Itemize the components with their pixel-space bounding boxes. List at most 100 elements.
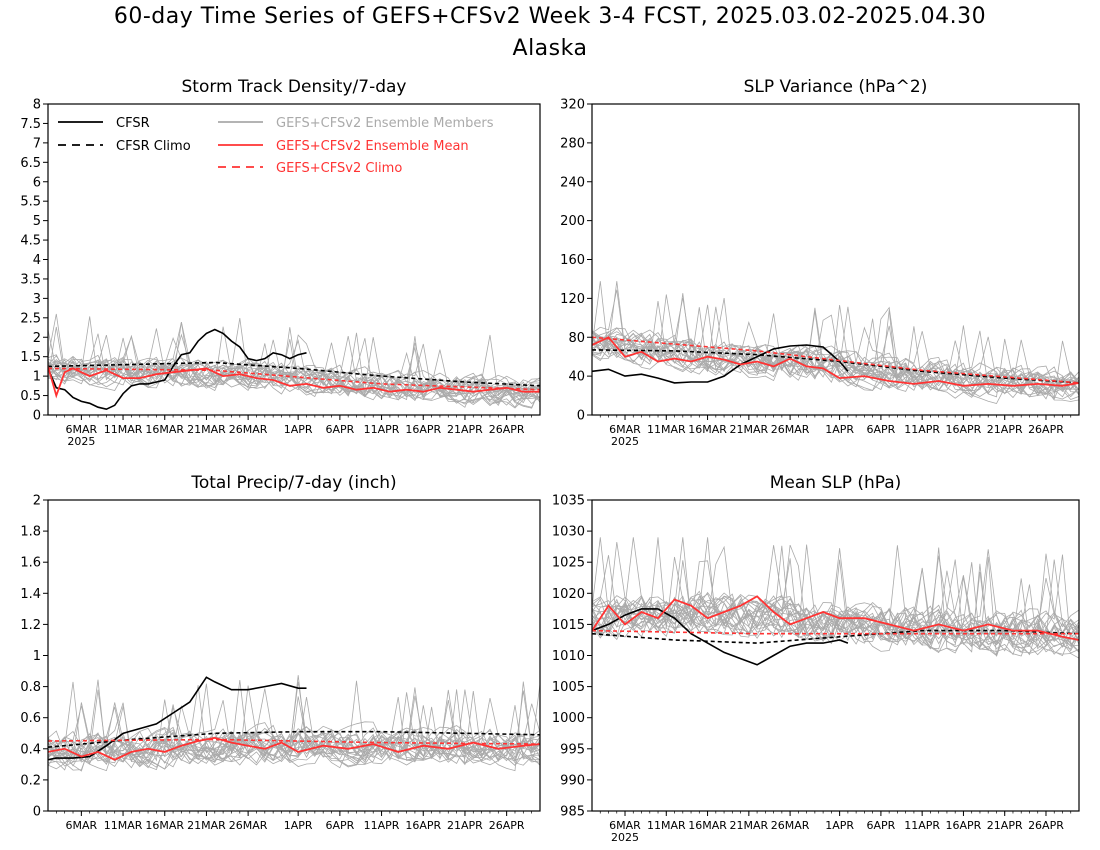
ensemble-member-line (592, 331, 1079, 394)
legend-label: GEFS+CFSv2 Ensemble Mean (276, 139, 469, 154)
ensemble-member-line (592, 310, 1079, 400)
legend-label: CFSR (116, 116, 150, 131)
ensemble-member-line (592, 545, 1079, 656)
panel-data (48, 313, 540, 411)
panel-title: Mean SLP (hPa) (770, 473, 902, 493)
x-tick-label: 21APR (987, 819, 1023, 832)
x-tick-label: 21APR (447, 423, 483, 436)
y-tick-label: 0.4 (20, 742, 41, 757)
x-tick-label: 11APR (904, 819, 940, 832)
y-tick-label: 1.8 (20, 525, 41, 540)
y-tick-label: 320 (560, 98, 585, 113)
x-year-label: 2025 (67, 435, 95, 448)
y-tick-label: 0.5 (20, 389, 41, 404)
plot-frame (591, 499, 1080, 812)
ensemble-member-line (592, 559, 1079, 657)
x-tick-label: 1APR (284, 819, 313, 832)
cfsr-line (48, 328, 307, 411)
ensemble-member-line (48, 699, 540, 766)
x-tick-label: 21APR (447, 819, 483, 832)
cfsr-climo-line (592, 629, 1079, 644)
y-tick-label: 1030 (552, 525, 585, 540)
y-tick-label: 4.5 (20, 234, 41, 249)
cfsr-line (592, 608, 849, 666)
ensemble-member-line (48, 342, 540, 398)
gefs-cfsv2-climo-line (592, 629, 1079, 635)
ensemble-member-line (592, 545, 1079, 656)
gefs-cfsv2-ensemble-mean-line (48, 366, 540, 399)
y-tick-label: 40 (568, 370, 585, 385)
y-tick-label: 0.8 (20, 680, 41, 695)
x-tick-label: 11APR (364, 819, 400, 832)
ensemble-member-line (592, 548, 1079, 653)
chart-panel-4: Mean SLP (hPa) 985 990 995 1000 1005 1010 1015 1… (552, 473, 1080, 844)
y-tick-label: 2 (33, 331, 41, 346)
cfsr-climo-line (592, 349, 1079, 384)
y-tick-label: 0.6 (20, 711, 41, 726)
y-tick-label: 0 (577, 409, 585, 424)
x-tick-label: 11MAR (104, 423, 143, 436)
x-tick-label: 1APR (284, 423, 313, 436)
legend: CFSR CFSR Climo GEFS+CFSv2 Ensemble Member… (58, 116, 494, 176)
x-tick-label: 6APR (866, 819, 895, 832)
plot-frame (47, 499, 541, 812)
y-tick-label: 8 (33, 98, 41, 113)
x-tick-label: 16APR (946, 819, 982, 832)
gefs-cfsv2-ensemble-mean-line (48, 736, 540, 761)
ensemble-member-line (592, 537, 1079, 651)
chart-panel-2: SLP Variance (hPa^2) 0 40 80 120 160 200 240 280… (560, 77, 1080, 448)
x-tick-label: 21MAR (187, 819, 226, 832)
y-tick-label: 2 (33, 494, 41, 509)
ensemble-member-line (48, 725, 540, 772)
x-tick-label: 16MAR (688, 423, 727, 436)
ensemble-member-line (592, 560, 1079, 657)
y-tick-label: 240 (560, 175, 585, 190)
x-tick-label: 26APR (1028, 423, 1064, 436)
y-tick-label: 280 (560, 136, 585, 151)
panel-data (48, 675, 540, 772)
ensemble-member-line (592, 330, 1079, 398)
y-tick-label: 1000 (552, 711, 585, 726)
ensemble-member-line (592, 306, 1079, 389)
ensemble-member-line (48, 696, 540, 767)
y-tick-label: 6 (33, 175, 41, 190)
x-tick-label: 11APR (364, 423, 400, 436)
y-tick-label: 1 (33, 649, 41, 664)
x-year-label: 2025 (611, 831, 639, 844)
y-tick-label: 5.5 (20, 195, 41, 210)
y-tick-label: 1015 (552, 618, 585, 633)
x-tick-label: 11MAR (647, 819, 686, 832)
y-tick-label: 0.2 (20, 773, 41, 788)
x-tick-label: 6APR (866, 423, 895, 436)
x-tick-label: 16APR (405, 423, 441, 436)
x-tick-label: 6MAR (609, 819, 641, 832)
x-tick-label: 26APR (1028, 819, 1064, 832)
x-tick-label: 26APR (489, 423, 525, 436)
gefs-cfsv2-climo-line (592, 336, 1079, 384)
x-tick-label: 26MAR (771, 819, 810, 832)
gefs-cfsv2-ensemble-mean-line (592, 595, 1079, 641)
legend-label: CFSR Climo (116, 139, 191, 154)
legend-label: GEFS+CFSv2 Climo (276, 161, 402, 176)
ensemble-member-line (592, 327, 1079, 398)
x-tick-label: 11APR (904, 423, 940, 436)
x-tick-label: 26MAR (229, 819, 268, 832)
x-tick-label: 6MAR (66, 423, 98, 436)
ensemble-member-line (48, 688, 540, 768)
panel-title: Total Precip/7-day (inch) (190, 473, 396, 493)
y-tick-label: 1025 (552, 556, 585, 571)
y-tick-label: 160 (560, 253, 585, 268)
x-tick-label: 26APR (489, 819, 525, 832)
y-tick-label: 0 (33, 409, 41, 424)
y-tick-label: 6.5 (20, 156, 41, 171)
x-tick-label: 6APR (325, 423, 354, 436)
x-tick-label: 6MAR (609, 423, 641, 436)
ensemble-member-line (592, 293, 1079, 404)
x-tick-label: 21MAR (187, 423, 226, 436)
y-tick-label: 1.2 (20, 618, 41, 633)
ensemble-member-line (48, 675, 540, 772)
plot-frame (591, 103, 1080, 416)
panel-data (592, 281, 1079, 404)
x-tick-label: 1APR (825, 423, 854, 436)
x-tick-label: 21MAR (730, 423, 769, 436)
